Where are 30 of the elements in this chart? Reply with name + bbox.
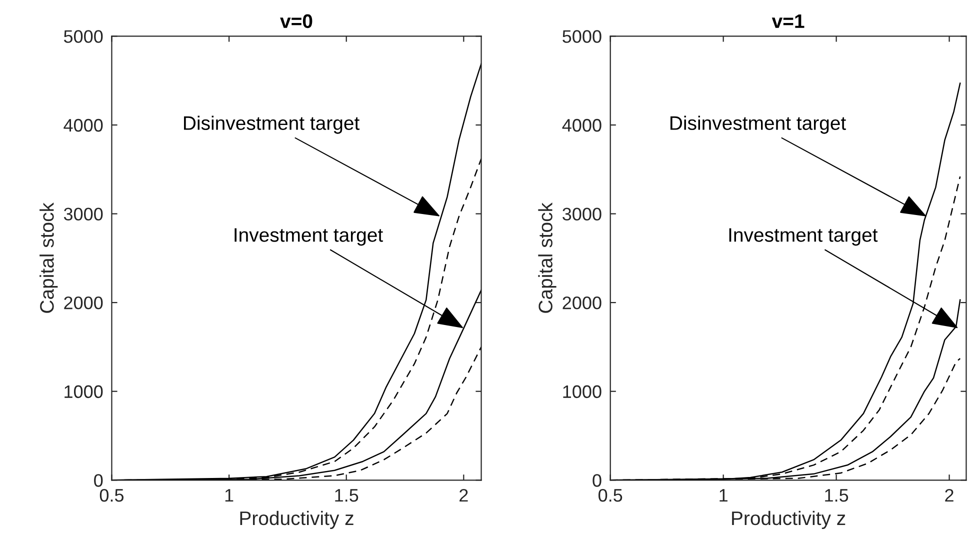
y-tick-label: 2000: [64, 296, 103, 310]
annotation: Disinvestment target: [670, 116, 846, 134]
x-tick-label: 1.5: [335, 489, 358, 502]
y-tick-label: 0: [94, 474, 103, 487]
y-tick-label: 1000: [563, 385, 602, 398]
annotation: Investment target: [729, 228, 878, 246]
y-tick-label: 5000: [64, 30, 103, 43]
x-tick-label: 0.5: [100, 488, 124, 502]
x-tick-label: 2: [460, 488, 468, 502]
y-axis-title: Capital stock: [538, 202, 556, 313]
x-axis-title: Productivity z: [732, 510, 846, 529]
annotation: Investment target: [234, 228, 383, 246]
x-tick-label: 1.5: [825, 489, 848, 502]
y-tick-label: 0: [592, 474, 602, 487]
y-tick-label: 5000: [562, 30, 602, 43]
x-tick-label: 2: [945, 488, 954, 502]
y-tick-label: 4000: [562, 118, 602, 132]
x-tick-label: 1: [720, 489, 728, 502]
y-tick-label: 4000: [64, 118, 103, 132]
y-tick-label: 2000: [562, 296, 602, 310]
x-tick-label: 1: [225, 489, 234, 502]
y-axis-title: Capital stock: [40, 202, 58, 313]
y-tick-label: 3000: [64, 208, 103, 220]
y-tick-label: 3000: [562, 208, 602, 220]
x-axis-title: Productivity z: [240, 510, 354, 529]
chart-title: v=1: [772, 14, 804, 28]
x-tick-label: 0.5: [598, 488, 622, 502]
annotation: Disinvestment target: [184, 116, 360, 134]
y-tick-label: 1000: [64, 385, 103, 398]
chart-title: v=0: [280, 14, 312, 28]
